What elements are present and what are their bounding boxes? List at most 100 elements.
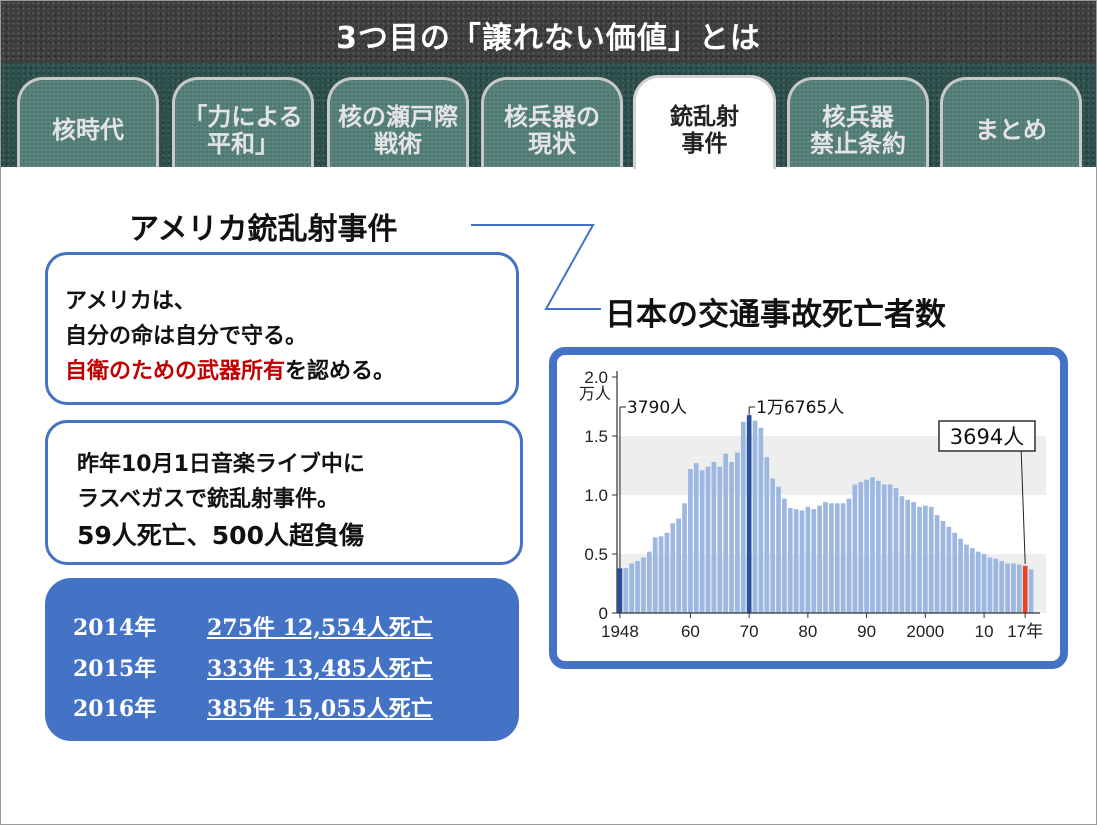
bar xyxy=(623,568,629,613)
tab-mass-shooting[interactable]: 銃乱射 事件 xyxy=(633,75,776,169)
bar xyxy=(917,506,922,613)
bar xyxy=(876,480,881,613)
traffic-deaths-chart: 0 0.5 1.0 1.5 2.0 万人 1948 60 70 80 90 2000 10 17年 3790… xyxy=(549,347,1068,669)
bar xyxy=(893,487,899,613)
tab-label: 核時代 xyxy=(52,116,124,144)
bar xyxy=(969,548,975,613)
bar xyxy=(870,477,875,613)
tab-label: 銃乱射 事件 xyxy=(670,103,739,157)
bar xyxy=(864,479,869,613)
tab-label: 核の瀬戸際 戦術 xyxy=(338,102,458,158)
bar xyxy=(852,484,858,613)
title-bar: 3つ目の「譲れない価値」とは xyxy=(1,1,1096,63)
bar xyxy=(881,484,887,613)
x-tick-label: 10 xyxy=(975,622,994,641)
bar xyxy=(717,466,723,613)
tab-label: まとめ xyxy=(975,116,1047,144)
stat-detail: 275件 12,554人死亡 xyxy=(207,615,433,641)
bar xyxy=(764,457,770,613)
bar xyxy=(735,452,740,613)
bar xyxy=(740,421,746,613)
y-tick-label: 0 xyxy=(599,604,608,623)
tab-summary[interactable]: まとめ xyxy=(940,77,1082,167)
bar xyxy=(782,498,787,613)
bar xyxy=(940,520,946,613)
y-tick-label: 2.0 xyxy=(584,368,608,387)
bar xyxy=(840,503,846,613)
bar xyxy=(999,561,1005,613)
bar xyxy=(793,509,799,613)
bar xyxy=(635,561,640,613)
chart-canvas: 0 0.5 1.0 1.5 2.0万人 1948 60 70 80 90 2000 10 17年 3790… xyxy=(579,368,1046,641)
callout-line: アメリカは、 xyxy=(65,289,196,314)
bar xyxy=(682,503,687,613)
tab-nuclear-age[interactable]: 核時代 xyxy=(17,77,159,167)
stat-year: 2015年 xyxy=(73,656,157,682)
annotation-label: 3790人 xyxy=(627,398,687,418)
bar xyxy=(711,461,717,613)
tab-label: 核兵器 禁止条約 xyxy=(810,102,906,158)
bar xyxy=(646,551,652,613)
bar xyxy=(811,509,817,613)
tab-nuclear-status[interactable]: 核兵器の 現状 xyxy=(481,77,623,167)
bar xyxy=(705,466,711,613)
bar xyxy=(752,420,758,613)
bar xyxy=(658,536,664,613)
bar xyxy=(817,505,822,613)
bar xyxy=(688,469,693,613)
bar xyxy=(758,427,764,613)
stat-year: 2016年 xyxy=(73,696,157,722)
bar xyxy=(1022,565,1028,613)
annotation-box xyxy=(938,420,1036,452)
bar xyxy=(823,502,828,613)
bar xyxy=(1028,569,1034,613)
stat-detail: 385件 15,055人死亡 xyxy=(207,696,433,722)
bar xyxy=(829,503,834,613)
y-tick-label: 1.5 xyxy=(584,427,608,446)
callout-line: ラスベガスで銃乱射事件。 xyxy=(77,487,340,512)
stat-row: 2015年 333件 13,485人死亡 xyxy=(73,651,433,683)
bar xyxy=(846,498,852,613)
bar xyxy=(746,415,752,613)
annotation-label: 3694人 xyxy=(950,425,1024,449)
callout-line: 自衛のための武器所有を認める。 xyxy=(65,353,395,385)
tab-label: 「力による 平和」 xyxy=(183,102,303,158)
shooting-stats-box: 2014年 275件 12,554人死亡 2015年 333件 13,485人死亡 … xyxy=(45,578,519,741)
stat-row: 2016年 385件 15,055人死亡 xyxy=(73,691,433,723)
bar xyxy=(958,538,963,613)
bar xyxy=(770,478,775,613)
bar xyxy=(934,515,940,613)
tab-label: 核兵器の 現状 xyxy=(504,102,600,158)
bar xyxy=(905,499,911,613)
bar xyxy=(952,532,958,613)
bar xyxy=(887,484,893,613)
y-tick-label: 1.0 xyxy=(584,486,608,505)
bar xyxy=(923,505,928,613)
casualty-text: 59人死亡、500人超負傷 xyxy=(77,521,364,550)
tab-peace-through-strength[interactable]: 「力による 平和」 xyxy=(172,77,314,167)
bar xyxy=(729,461,734,613)
bar xyxy=(652,537,658,613)
annotation-leader xyxy=(1020,450,1026,564)
stat-year: 2014年 xyxy=(73,615,157,641)
x-tick-label: 70 xyxy=(740,622,759,641)
x-tick-label: 1948 xyxy=(601,622,639,641)
stat-row: 2014年 275件 12,554人死亡 xyxy=(73,610,433,642)
bar xyxy=(1011,563,1016,613)
bar xyxy=(964,544,969,613)
bar xyxy=(1016,564,1022,613)
callout-line: 自分の命は自分で守る。 xyxy=(65,324,308,349)
bar xyxy=(1005,563,1010,613)
tab-ban-treaty[interactable]: 核兵器 禁止条約 xyxy=(787,77,929,167)
tab-brinkmanship[interactable]: 核の瀬戸際 戦術 xyxy=(327,77,469,167)
bar xyxy=(975,551,981,613)
bar xyxy=(993,558,999,613)
annotation-label: 1万6765人 xyxy=(756,398,844,418)
bar xyxy=(981,554,987,613)
bar xyxy=(928,506,934,613)
callout-line: 昨年10月1日音楽ライブ中に xyxy=(77,452,365,477)
bar xyxy=(834,503,840,613)
chart-heading: 日本の交通事故死亡者数 xyxy=(605,297,946,333)
stat-detail: 333件 13,485人死亡 xyxy=(207,656,433,682)
